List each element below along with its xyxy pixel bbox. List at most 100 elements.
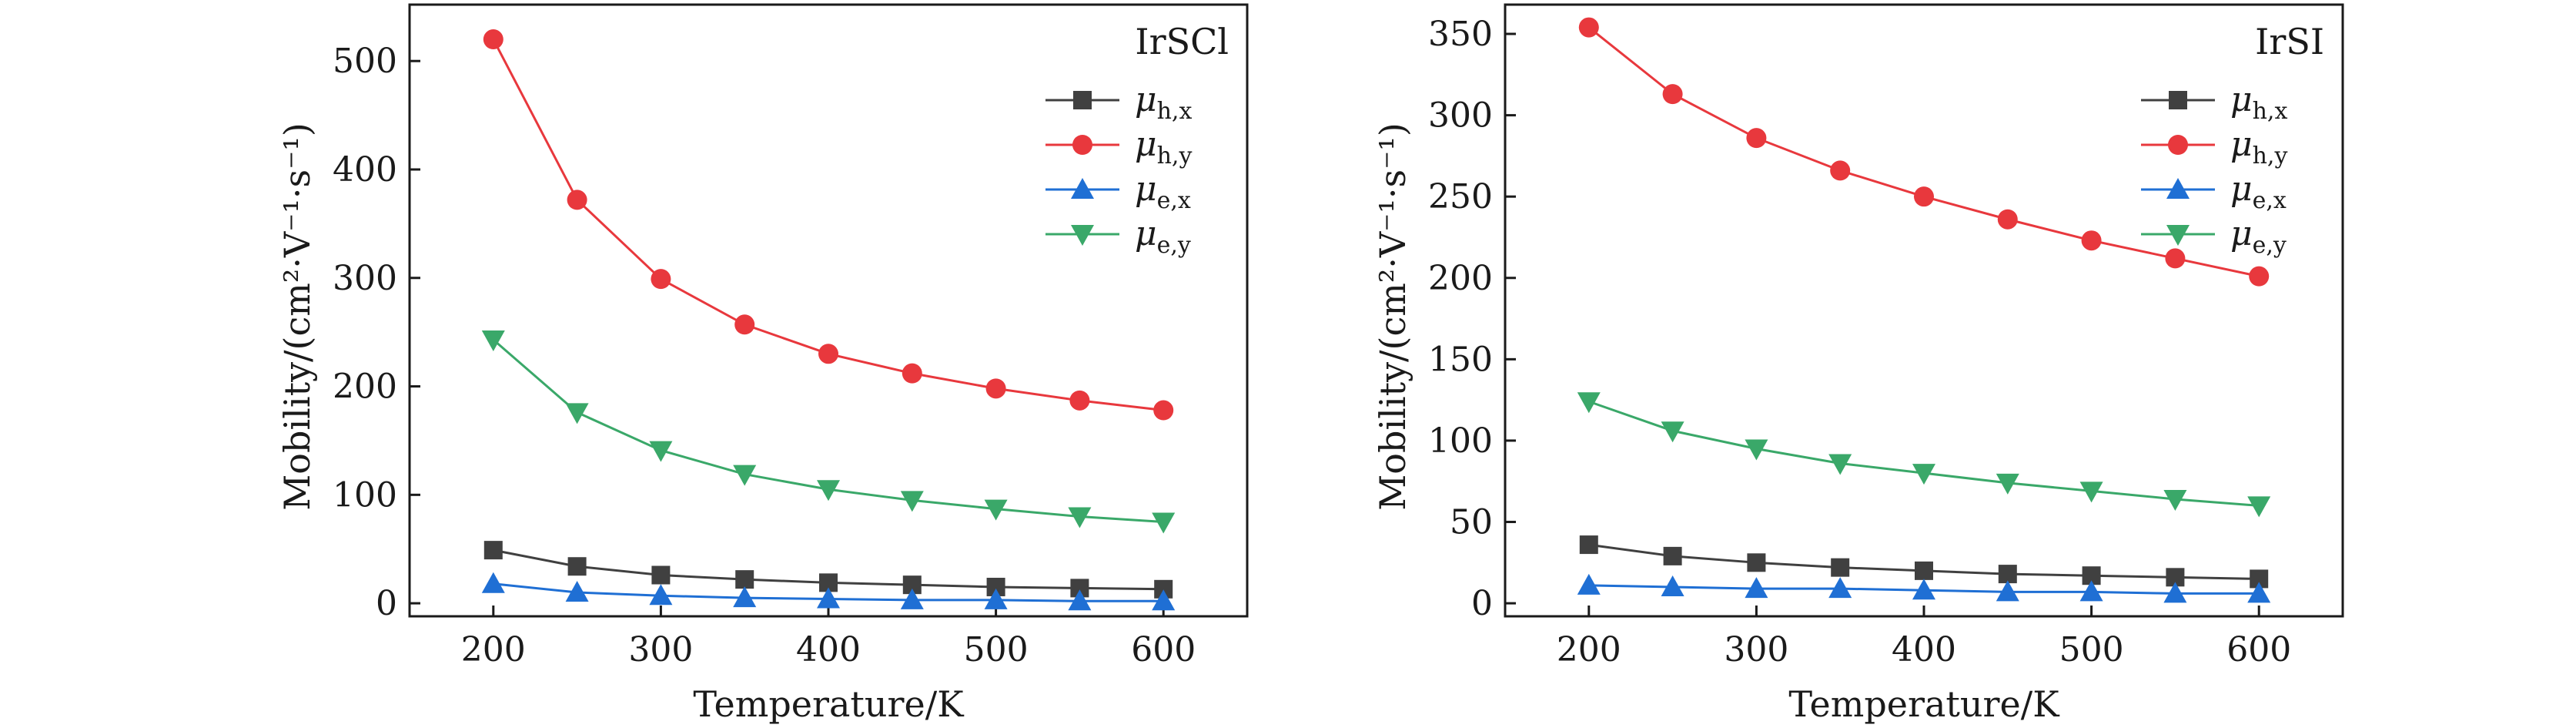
data-point [735, 570, 754, 589]
x-tick-label: 300 [1724, 630, 1788, 669]
legend-item: μe,x [2141, 169, 2287, 214]
chart-panel-1: 200 300 400 500 600 0 100 200 300 400 500 Temperatu… [276, 3, 1249, 725]
series-e-x [481, 572, 1176, 611]
data-point [1912, 579, 1935, 600]
series-h-y [1578, 17, 2270, 287]
data-point [2247, 496, 2271, 518]
data-point [900, 491, 924, 512]
x-axis-label: Temperature/K [1788, 683, 2060, 725]
legend-marker [2168, 135, 2188, 155]
series-h-x [1579, 535, 2269, 589]
y-tick-label: 100 [1428, 421, 1493, 461]
legend-label: μe,y [2230, 214, 2287, 259]
legend-symbol: μ [2230, 214, 2253, 253]
legend-subscript: h,y [2253, 143, 2288, 169]
y-tick-label: 300 [333, 259, 397, 298]
data-point [565, 581, 589, 602]
data-point [567, 190, 587, 210]
plot-frame [1504, 3, 2344, 618]
data-point [1152, 589, 1176, 611]
data-point [1746, 128, 1767, 149]
x-tick-label: 400 [796, 630, 861, 669]
data-point [818, 344, 838, 364]
y-tick-label: 200 [333, 367, 397, 407]
data-point [1662, 84, 1683, 105]
data-point [483, 29, 503, 50]
data-point [2163, 489, 2187, 511]
legend-label: μe,x [1135, 169, 1191, 214]
data-point [1661, 421, 1684, 443]
data-point [649, 441, 673, 462]
data-point [817, 480, 840, 502]
data-point [733, 465, 757, 486]
data-point [984, 588, 1008, 609]
data-point [2079, 580, 2103, 602]
data-point [567, 557, 587, 576]
data-point [1068, 507, 1092, 528]
y-tick-label: 0 [376, 584, 397, 623]
data-point [1996, 473, 2019, 495]
legend-item: μh,x [2141, 80, 2287, 125]
legend-label: μh,y [2230, 125, 2287, 169]
panel-title: IrSCl [1135, 21, 1229, 62]
x-axis-label: Temperature/K [693, 683, 965, 725]
legend-item: μh,y [1045, 125, 1192, 169]
data-point [2079, 481, 2103, 503]
data-point [1579, 535, 1598, 555]
legend-item: μe,y [1045, 214, 1191, 259]
y-tick-label: 400 [333, 150, 397, 190]
legend-subscript: e,y [1157, 232, 1191, 259]
legend-subscript: h,x [1157, 98, 1193, 125]
data-point [900, 588, 924, 609]
legend-item: μh,x [1045, 80, 1192, 125]
y-tick-label: 500 [333, 42, 397, 81]
data-point [1152, 512, 1176, 534]
legend-label: μh,x [2230, 80, 2287, 125]
data-point [1578, 17, 1599, 38]
legend-symbol: μ [1135, 214, 1157, 253]
legend-subscript: h,x [2253, 98, 2288, 125]
data-point [481, 330, 505, 352]
data-point [651, 565, 671, 585]
series-e-x [1577, 573, 2271, 603]
data-point [2165, 248, 2186, 269]
series-e-y [481, 330, 1176, 534]
x-tick-label: 500 [2059, 630, 2124, 669]
data-point [565, 403, 589, 424]
series-h-y [483, 29, 1174, 421]
data-point [1831, 558, 1850, 577]
legend-symbol: μ [1135, 169, 1157, 209]
data-point [734, 314, 755, 335]
legend-subscript: e,x [2253, 187, 2287, 214]
legend-marker [2166, 225, 2190, 246]
legend-marker [1073, 91, 1092, 109]
data-point [2081, 230, 2102, 251]
legend-symbol: μ [1135, 80, 1157, 119]
data-point [733, 586, 757, 608]
x-tick-label: 300 [628, 630, 693, 669]
data-point [1828, 577, 1852, 599]
legend-item: μh,y [2141, 125, 2287, 169]
data-point [2247, 582, 2271, 603]
legend-item: μe,x [1045, 169, 1191, 214]
y-axis-label: Mobility/(cm²·V⁻¹·s⁻¹) [1372, 122, 1413, 511]
legend-subscript: h,y [1157, 143, 1193, 169]
data-point [817, 587, 840, 609]
legend-symbol: μ [2230, 80, 2253, 119]
series-line [1588, 400, 2260, 507]
legend-marker [2166, 178, 2190, 199]
legend-symbol: μ [2230, 125, 2253, 164]
data-point [481, 572, 505, 593]
data-point [2163, 582, 2187, 603]
data-point [1745, 577, 1768, 599]
x-tick-label: 500 [964, 630, 1029, 669]
legend-label: μh,y [1135, 125, 1192, 169]
legend-marker [1072, 135, 1092, 155]
y-tick-label: 50 [1450, 503, 1493, 542]
data-point [649, 584, 673, 606]
legend-symbol: μ [2230, 169, 2253, 209]
x-tick-label: 600 [1131, 630, 1196, 669]
data-point [1915, 561, 1933, 580]
legend-label: μe,x [2230, 169, 2287, 214]
legend-subscript: e,y [2253, 232, 2287, 259]
